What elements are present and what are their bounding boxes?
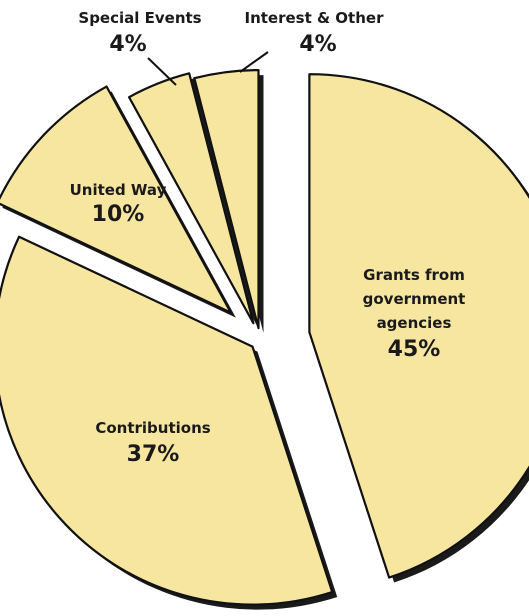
slice-labels: Grants from government agencies 45% Contribu…: [70, 9, 466, 467]
pie-slice-united-way: [0, 85, 232, 314]
slice-label-interest-other: Interest & Other: [245, 9, 385, 27]
slice-label-special-events: Special Events: [78, 9, 201, 27]
pie-slice-interest-other: [193, 68, 260, 330]
slice-value-contributions: 37%: [127, 442, 180, 467]
pie-slice-special-events: [127, 72, 255, 325]
slice-value-special-events: 4%: [109, 32, 146, 57]
slice-label-united-way: United Way: [70, 181, 167, 199]
leader-lines: [147, 51, 269, 86]
pie-slice-contributions: [0, 235, 334, 606]
slice-value-grants-from-government-agencies: 45%: [388, 337, 441, 362]
slice-label-contributions: Contributions: [95, 419, 210, 437]
leader-line-special-events: [147, 57, 177, 86]
slice-value-interest-other: 4%: [299, 32, 336, 57]
pie-slice-grants-from-government-agencies: [308, 73, 529, 579]
leader-line-interest-other: [239, 51, 269, 73]
slice-label-grants-from-government-agencies: Grants from government agencies: [363, 266, 466, 332]
slice-value-united-way: 10%: [92, 202, 145, 227]
pie-slices: [0, 68, 529, 606]
